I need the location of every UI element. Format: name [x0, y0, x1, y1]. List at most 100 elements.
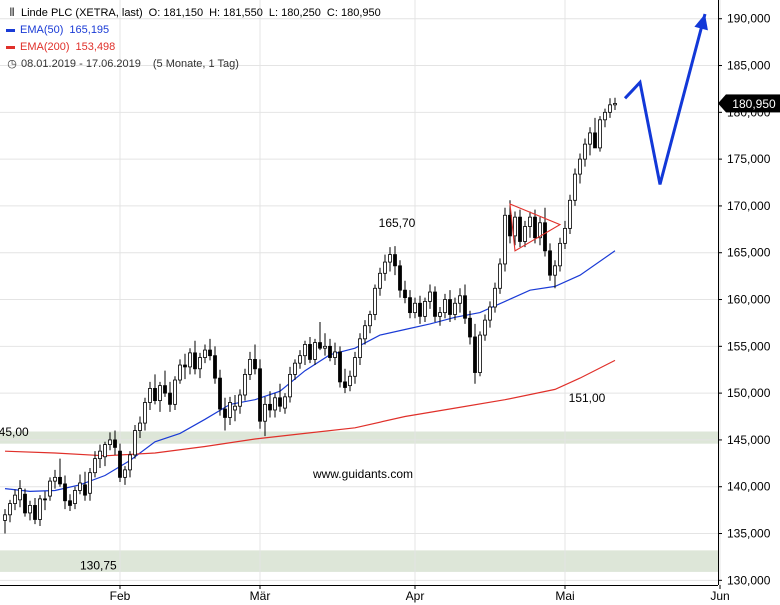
- candle-body: [533, 216, 537, 239]
- candle-body: [158, 385, 162, 402]
- candle-body: [378, 272, 382, 289]
- low-value: L: 180,250: [268, 7, 321, 19]
- candle: [578, 153, 582, 184]
- candle: [428, 284, 432, 309]
- candle: [118, 443, 122, 483]
- candle-body: [63, 483, 67, 502]
- candle-body: [398, 265, 402, 291]
- candle-body: [558, 242, 562, 267]
- candle-body: [163, 385, 167, 394]
- price-tick-label: 190,000: [727, 12, 771, 26]
- candle-body: [313, 342, 317, 360]
- candle: [443, 293, 447, 319]
- candle-body: [288, 373, 292, 398]
- candle: [608, 98, 612, 118]
- candle: [48, 477, 52, 501]
- candle: [273, 393, 277, 418]
- candle-body: [153, 388, 157, 402]
- candle: [518, 209, 522, 248]
- candle-body: [113, 439, 117, 448]
- candle-body: [83, 484, 87, 496]
- candle-body: [388, 254, 392, 263]
- candle-body: [473, 336, 477, 373]
- candle-body: [108, 439, 112, 446]
- time-tick-label: Apr: [406, 589, 425, 603]
- candle-body: [168, 392, 172, 405]
- candle-body: [528, 216, 532, 227]
- candle-body: [248, 359, 252, 375]
- candle: [593, 117, 597, 149]
- candle: [158, 381, 162, 412]
- candle-body: [543, 222, 547, 252]
- candle-body: [23, 493, 27, 514]
- candle-body: [468, 317, 472, 338]
- period-range: (5 Monate, 1 Tag): [152, 58, 239, 70]
- candle-body: [143, 402, 147, 424]
- candle-body: [218, 377, 222, 410]
- chart-legend: ⫴ Linde PLC (XETRA, last) O: 181,150 H: …: [6, 5, 381, 73]
- candle-body: [238, 394, 242, 407]
- candle-body: [443, 299, 447, 314]
- candle-body: [258, 368, 262, 422]
- price-tick-label: 150,000: [727, 386, 771, 400]
- candle: [228, 396, 232, 425]
- last-price-pointer: [718, 94, 726, 113]
- candle: [383, 254, 387, 281]
- clock-icon: ◷: [7, 58, 17, 70]
- candle-body: [338, 351, 342, 383]
- candle-body: [428, 291, 432, 302]
- candle-body: [298, 355, 302, 364]
- candle-body: [368, 314, 372, 327]
- candle-body: [548, 250, 552, 276]
- candle-body: [488, 306, 492, 321]
- candle: [243, 368, 247, 401]
- candle-body: [448, 299, 452, 315]
- candle: [363, 320, 367, 345]
- candle-body: [413, 302, 417, 314]
- candle-body: [58, 476, 62, 485]
- candle-body: [383, 261, 387, 274]
- instrument-name: Linde PLC (XETRA, last): [21, 7, 143, 19]
- period-row[interactable]: ◷ 08.01.2019 - 17.06.2019 (5 Monate, 1 T…: [6, 56, 381, 73]
- candle: [133, 424, 137, 459]
- projection-layer: [623, 13, 708, 185]
- candle: [153, 374, 157, 405]
- ema50-row[interactable]: EMA(50) 165,195: [6, 22, 381, 39]
- watermark-text: www.guidants.com: [312, 467, 413, 481]
- time-axis: Feb Mär Apr Mai Jun: [0, 585, 730, 603]
- candle: [393, 246, 397, 276]
- candle: [378, 267, 382, 296]
- candle-body: [598, 119, 602, 149]
- candle: [208, 338, 212, 361]
- candle: [418, 295, 422, 324]
- candle-body: [73, 490, 77, 504]
- candle: [308, 336, 312, 364]
- candle: [38, 495, 42, 527]
- candle: [583, 138, 587, 167]
- candle: [258, 359, 262, 429]
- candle-body: [303, 344, 307, 357]
- ema50-value: 165,195: [69, 24, 110, 36]
- ema200-row[interactable]: EMA(200) 153,498: [6, 39, 381, 56]
- annotations: 145,00 130,75 165,70 151,00 www.guidants.com: [0, 203, 606, 572]
- candle-body: [583, 143, 587, 160]
- candle: [318, 321, 322, 351]
- candle: [353, 351, 357, 384]
- candle: [283, 393, 287, 414]
- candle: [73, 486, 77, 510]
- candle: [528, 211, 532, 238]
- candle-body: [373, 287, 377, 315]
- candle: [108, 432, 112, 451]
- price-annotation: 151,00: [569, 391, 606, 405]
- candle: [503, 207, 507, 272]
- candle: [263, 396, 267, 437]
- instrument-row: ⫴ Linde PLC (XETRA, last) O: 181,150 H: …: [6, 5, 381, 22]
- candle: [498, 258, 502, 294]
- candle: [448, 290, 452, 322]
- candle: [148, 381, 152, 410]
- candle: [83, 471, 87, 501]
- last-price-label: 180,950: [732, 97, 776, 111]
- candle-body: [243, 373, 247, 396]
- candle: [3, 509, 7, 534]
- candle-body: [588, 132, 592, 145]
